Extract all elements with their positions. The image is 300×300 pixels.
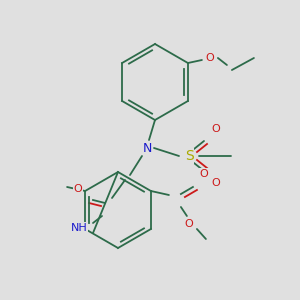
Text: N: N — [142, 142, 152, 154]
Text: O: O — [200, 169, 208, 179]
Text: O: O — [206, 53, 214, 63]
Text: O: O — [212, 124, 220, 134]
Text: S: S — [184, 149, 194, 163]
Text: O: O — [184, 219, 193, 229]
Text: NH: NH — [70, 223, 87, 233]
Text: O: O — [74, 184, 82, 194]
Text: O: O — [212, 178, 220, 188]
